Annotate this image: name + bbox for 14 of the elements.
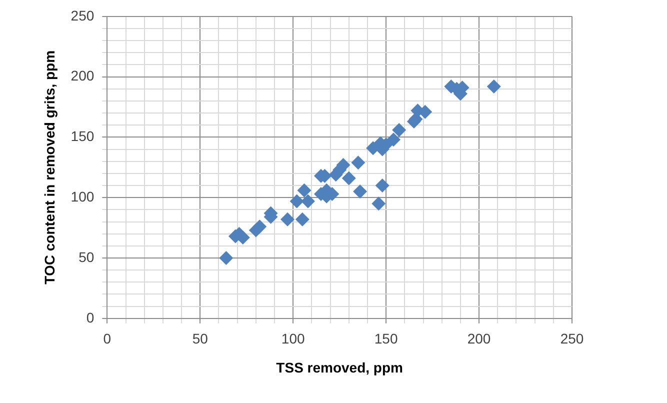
x-tick-label: 200 [467,330,491,347]
y-axis-title: TOC content in removed grits, ppm [41,50,58,284]
y-tick-label: 150 [70,128,94,144]
y-tick-label: 50 [78,248,94,265]
x-tick-label: 50 [192,330,208,347]
y-tick-label: 200 [70,68,94,84]
y-tick-label: 100 [70,188,94,204]
x-axis-title: TSS removed, ppm [276,359,403,376]
y-tick-label: 0 [86,309,94,326]
x-tick-label: 100 [281,330,305,347]
x-tick-label: 250 [560,330,584,347]
x-tick-label: 150 [374,330,398,347]
y-tick-label: 250 [70,7,94,24]
x-tick-label: 0 [103,330,112,347]
